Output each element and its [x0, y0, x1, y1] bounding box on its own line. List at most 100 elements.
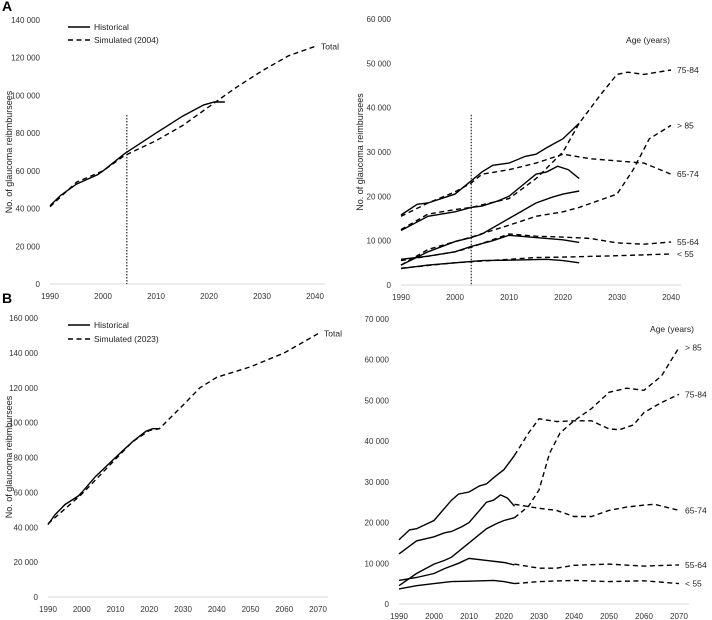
y-tick-label: 20 000 — [14, 558, 39, 567]
series-line-75-84 — [400, 69, 672, 231]
y-tick-label: 160 000 — [9, 314, 38, 323]
x-tick-label: 2050 — [242, 605, 260, 614]
y-tick-label: 70 000 — [365, 315, 390, 324]
y-tick-label: 60 000 — [16, 167, 41, 176]
y-tick-label: 60 000 — [14, 488, 39, 497]
series-end-label: 65-74 — [685, 505, 707, 515]
y-tick-label: 0 — [385, 600, 390, 609]
y-tick-label: 100 000 — [11, 91, 40, 100]
y-tick-label: 20 000 — [367, 192, 392, 201]
series-end-label: < 55 — [685, 579, 702, 589]
x-tick-label: 2000 — [94, 292, 112, 301]
x-tick-label: 2040 — [208, 605, 226, 614]
x-tick-label: 2030 — [530, 612, 548, 620]
series-line-55-64 — [400, 233, 672, 262]
x-tick-label: 2000 — [73, 605, 91, 614]
series-end-label: 75-84 — [685, 389, 707, 399]
y-tick-label: 40 000 — [16, 205, 41, 214]
y-tick-label: 0 — [34, 593, 39, 602]
series-line--85 — [400, 124, 672, 266]
panel-letter-a: A — [2, 0, 13, 14]
series-line-solid — [400, 165, 580, 232]
x-tick-label: 2000 — [425, 612, 443, 620]
x-tick-label: 1990 — [390, 612, 408, 620]
legend-entry: Simulated (2023) — [94, 334, 159, 344]
series-end-label: Total — [324, 329, 342, 339]
x-tick-label: 2060 — [275, 605, 293, 614]
y-tick-label: 40 000 — [14, 523, 39, 532]
y-tick-label: 40 000 — [365, 437, 390, 446]
series-end-label: < 55 — [677, 249, 694, 259]
series-line--55 — [514, 579, 680, 585]
series-line-55-64 — [514, 563, 680, 569]
y-axis-title: No. of glaucoma reibmbursees — [4, 90, 14, 213]
y-tick-label: 0 — [36, 280, 41, 289]
series-line-solid — [398, 454, 516, 541]
y-tick-label: 20 000 — [365, 519, 390, 528]
y-axis-title: No. of glaucoma reibmbursees — [4, 395, 14, 518]
series-end-label: 75-84 — [677, 65, 699, 75]
y-tick-label: 10 000 — [365, 559, 390, 568]
y-tick-label: 140 000 — [11, 16, 40, 25]
x-tick-label: 2030 — [253, 292, 271, 301]
series-line-65-74 — [400, 153, 672, 217]
x-tick-label: 2040 — [662, 293, 680, 302]
series-line-solid — [398, 517, 515, 587]
x-tick-label: 1990 — [392, 293, 410, 302]
x-tick-label: 1990 — [39, 605, 57, 614]
y-tick-label: 20 000 — [16, 242, 41, 251]
series-end-label: 55-64 — [677, 237, 699, 247]
series-line-historical — [47, 428, 160, 526]
series-line-solid — [398, 557, 515, 582]
y-tick-label: 140 000 — [9, 349, 38, 358]
series-line-65-74 — [514, 503, 680, 518]
x-tick-label: 2030 — [174, 605, 192, 614]
x-tick-label: 1990 — [41, 292, 59, 301]
x-tick-label: 2010 — [500, 293, 518, 302]
y-tick-label: 80 000 — [16, 129, 41, 138]
series-line-solid — [400, 190, 580, 266]
y-tick-label: 60 000 — [367, 15, 392, 24]
x-tick-label: 2020 — [200, 292, 218, 301]
y-axis-title: No. of glaucoma reimbursees — [355, 93, 365, 211]
y-tick-label: 60 000 — [365, 356, 390, 365]
series-end-label: > 85 — [685, 343, 702, 353]
x-tick-label: 2070 — [309, 605, 327, 614]
y-tick-label: 40 000 — [367, 104, 392, 113]
series-line--85 — [514, 347, 680, 519]
legend-title: Age (years) — [626, 35, 670, 45]
legend-title: Age (years) — [650, 324, 694, 334]
series-end-label: 55-64 — [685, 560, 707, 570]
x-tick-label: 2020 — [495, 612, 513, 620]
y-tick-label: 0 — [387, 281, 392, 290]
x-tick-label: 2030 — [608, 293, 626, 302]
x-tick-label: 2010 — [147, 292, 165, 301]
series-line-historical — [49, 101, 225, 207]
panel-letter-b: B — [2, 290, 13, 306]
series-line-solid — [398, 494, 516, 555]
x-tick-label: 2040 — [565, 612, 583, 620]
legend-entry: Historical — [94, 22, 129, 32]
y-tick-label: 80 000 — [14, 454, 39, 463]
y-tick-label: 100 000 — [9, 419, 38, 428]
y-tick-label: 30 000 — [367, 148, 392, 157]
y-tick-label: 120 000 — [9, 384, 38, 393]
x-tick-label: 2010 — [460, 612, 478, 620]
y-tick-label: 120 000 — [11, 54, 40, 63]
series-end-label: 65-74 — [677, 169, 699, 179]
legend-entry: Simulated (2004) — [94, 35, 159, 45]
series-line-total — [47, 333, 319, 525]
series-line-solid — [398, 579, 515, 590]
series-line-75-84 — [513, 393, 680, 456]
x-tick-label: 2020 — [554, 293, 572, 302]
series-end-label: Total — [321, 41, 339, 51]
y-tick-label: 10 000 — [367, 237, 392, 246]
x-tick-label: 2060 — [635, 612, 653, 620]
x-tick-label: 2010 — [107, 605, 125, 614]
series-end-label: > 85 — [677, 120, 694, 130]
x-tick-label: 2000 — [446, 293, 464, 302]
y-tick-label: 30 000 — [365, 478, 390, 487]
x-tick-label: 2020 — [140, 605, 158, 614]
